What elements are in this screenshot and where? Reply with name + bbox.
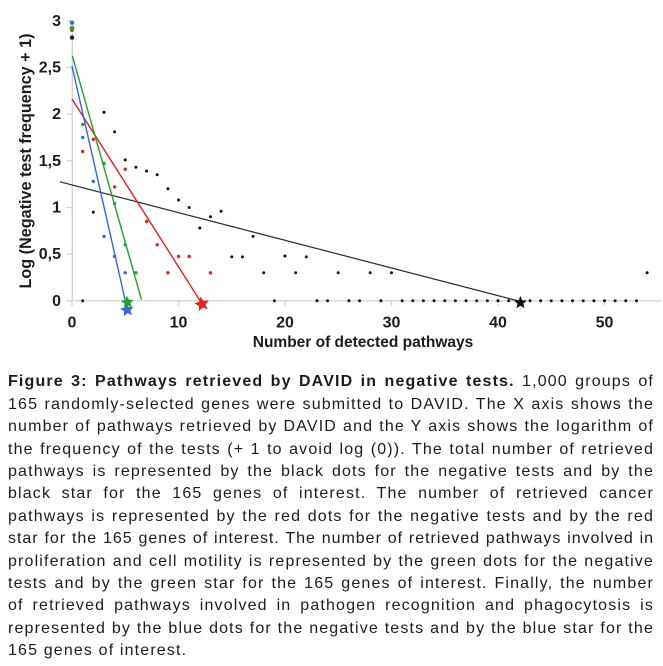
- svg-text:30: 30: [383, 315, 401, 332]
- svg-text:0,5: 0,5: [39, 246, 61, 263]
- svg-text:10: 10: [170, 315, 188, 332]
- svg-text:2: 2: [52, 106, 61, 123]
- svg-text:0: 0: [68, 315, 77, 332]
- svg-text:1,5: 1,5: [39, 153, 61, 170]
- svg-text:Log (Negative test frequency +: Log (Negative test frequency + 1): [17, 33, 35, 288]
- svg-text:Number of detected pathways: Number of detected pathways: [253, 334, 474, 351]
- svg-text:2,5: 2,5: [39, 60, 61, 77]
- svg-text:40: 40: [489, 315, 507, 332]
- svg-text:50: 50: [596, 315, 614, 332]
- svg-text:3: 3: [52, 13, 61, 30]
- svg-text:1: 1: [52, 200, 61, 217]
- svg-text:0: 0: [52, 293, 61, 310]
- svg-text:20: 20: [276, 315, 294, 332]
